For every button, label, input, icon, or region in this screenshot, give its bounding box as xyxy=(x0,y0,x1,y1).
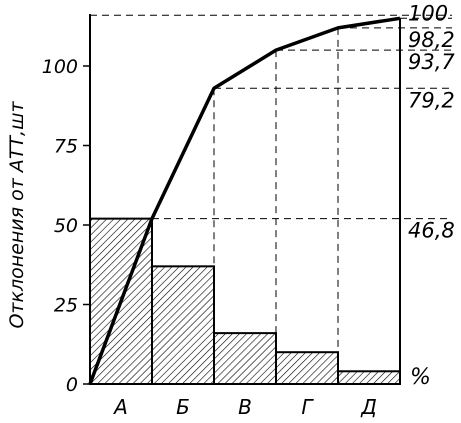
guides-layer xyxy=(90,14,452,384)
y-tick-label-0: 0 xyxy=(66,374,78,396)
cumulative-percent-label-1: 46,8 xyxy=(408,219,455,243)
axes-layer xyxy=(83,14,401,385)
cumulative-percent-label-3: 93,7 xyxy=(408,50,455,74)
bar-2 xyxy=(151,265,215,385)
bar-3 xyxy=(213,332,277,385)
cumulative-percent-label-2: 79,2 xyxy=(408,88,455,112)
category-label-5: Д xyxy=(360,395,377,419)
y-tick-label-3: 75 xyxy=(54,136,78,158)
bar-4 xyxy=(275,351,339,386)
labels-layer: 0 25 50 75 100 А Б В Г Д 46,8 79,2 93,798,2 100% Откло… xyxy=(6,1,455,419)
category-label-3: В xyxy=(238,395,252,419)
percent-unit-label: % xyxy=(410,365,431,390)
category-label-1: А xyxy=(112,395,128,419)
y-tick-label-2: 50 xyxy=(54,215,78,237)
bar-5 xyxy=(337,370,401,385)
cumulative-line-layer xyxy=(88,16,401,385)
y-tick-label-4: 100 xyxy=(42,56,78,78)
y-tick-label-1: 25 xyxy=(54,295,78,317)
category-label-4: Г xyxy=(301,395,314,419)
cumulative-line xyxy=(88,16,401,385)
y-axis-title: Отклонения от АТТ,шт xyxy=(6,101,28,329)
cumulative-percent-label-4: 98,2 xyxy=(408,28,455,52)
cumulative-percent-label-5: 100 xyxy=(408,1,448,25)
bars-layer xyxy=(89,217,401,386)
category-label-2: Б xyxy=(176,395,190,419)
